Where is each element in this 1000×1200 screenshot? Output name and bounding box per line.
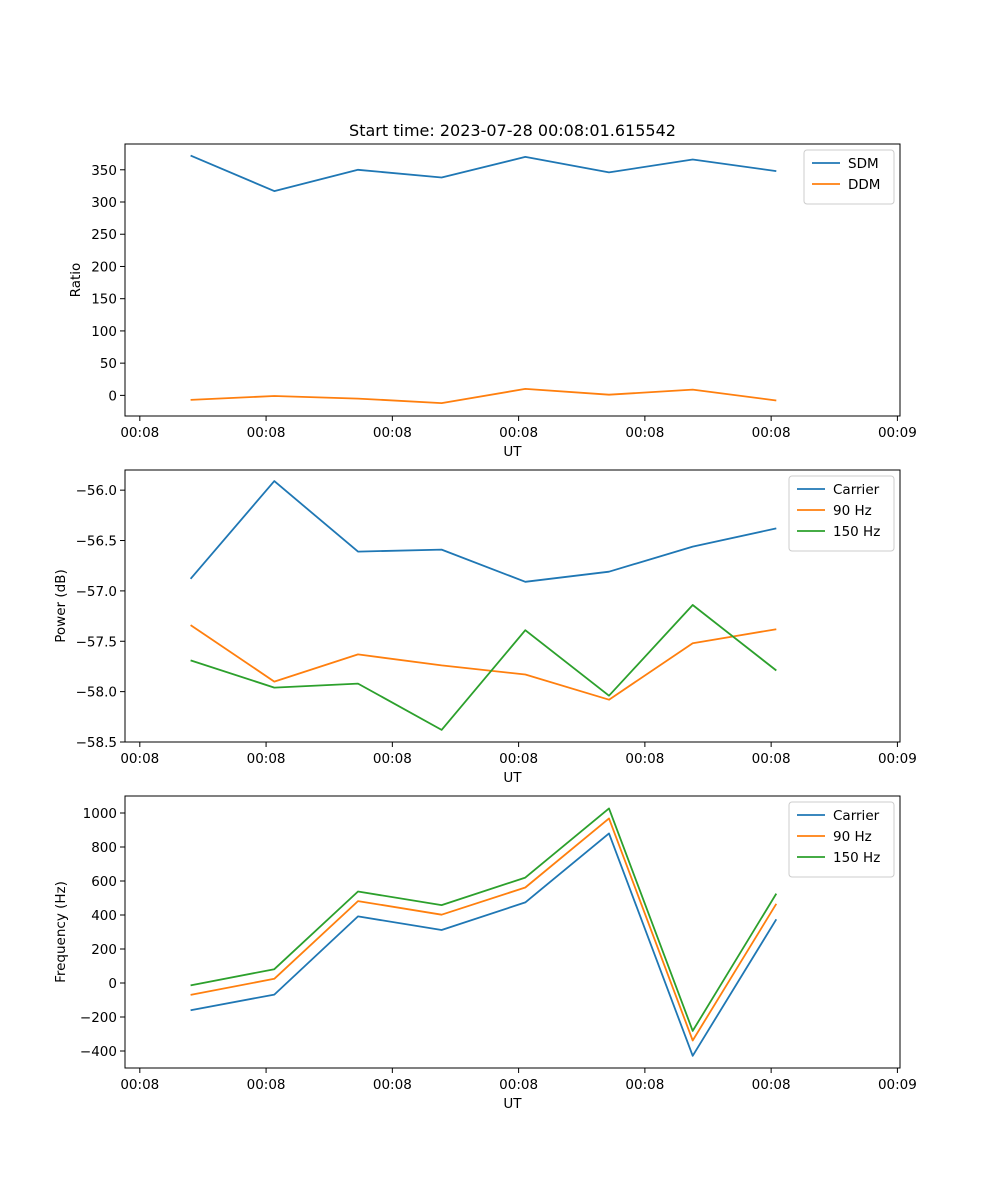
x-tick-label: 00:08 — [373, 751, 412, 767]
x-tick-label: 00:08 — [499, 751, 538, 767]
y-tick-label: 350 — [91, 163, 117, 179]
legend-label: 90 Hz — [833, 829, 872, 845]
x-tick-label: 00:08 — [752, 1077, 791, 1093]
x-tick-label: 00:08 — [247, 751, 286, 767]
legend: SDM DDM — [803, 149, 895, 205]
x-tick-label: 00:08 — [499, 1077, 538, 1093]
legend-label: Carrier — [833, 808, 880, 824]
y-axis-label: Power (dB) — [53, 569, 69, 642]
y-tick-label: −400 — [80, 1044, 117, 1060]
y-axis-label: Ratio — [68, 263, 84, 298]
legend-label: Carrier — [833, 482, 880, 498]
x-tick-label: 00:08 — [625, 425, 664, 441]
legend-label: SDM — [848, 156, 879, 172]
y-tick-label: 1000 — [83, 806, 117, 822]
y-tick-label: 50 — [100, 356, 117, 372]
x-axis-label: UT — [503, 444, 522, 460]
x-tick-label: 00:08 — [120, 425, 159, 441]
y-tick-label: 800 — [91, 840, 117, 856]
x-tick-label: 00:08 — [247, 425, 286, 441]
x-tick-label: 00:08 — [752, 425, 791, 441]
legend: Carrier 90 Hz 150 Hz — [788, 475, 895, 552]
series-line-150-hz — [190, 807, 778, 1032]
series-line-90-hz — [190, 624, 777, 701]
chart-panel-2: 00:08 00:08 00:08 00:08 00:08 00:08 00:09 −56.0… — [53, 469, 917, 786]
x-tick-label: 00:09 — [878, 751, 917, 767]
y-tick-label: 100 — [91, 324, 117, 340]
y-tick-label: −200 — [80, 1010, 117, 1026]
y-tick-label: 0 — [108, 388, 117, 404]
series-line-ddm — [190, 387, 777, 405]
y-axis-label: Frequency (Hz) — [53, 881, 69, 983]
series-line-sdm — [190, 154, 777, 193]
series-line-90-hz — [190, 817, 778, 1042]
legend: Carrier 90 Hz 150 Hz — [788, 801, 895, 878]
y-tick-label: 200 — [91, 259, 117, 275]
x-tick-label: 00:08 — [625, 751, 664, 767]
x-tick-label: 00:08 — [373, 425, 412, 441]
x-tick-label: 00:08 — [120, 751, 159, 767]
x-tick-label: 00:08 — [120, 1077, 159, 1093]
x-tick-label: 00:08 — [625, 1077, 664, 1093]
chart-title: Start time: 2023-07-28 00:08:01.615542 — [349, 121, 676, 140]
legend-box — [788, 801, 895, 878]
series-line-150-hz — [190, 604, 777, 731]
y-tick-label: −57.5 — [76, 634, 117, 650]
legend-label: 90 Hz — [833, 503, 872, 519]
axes-frame — [124, 469, 901, 743]
y-tick-label: −56.0 — [76, 483, 117, 499]
y-tick-label: 300 — [91, 195, 117, 211]
axes-frame — [124, 795, 901, 1069]
series-line-carrier — [190, 832, 778, 1057]
x-tick-label: 00:08 — [499, 425, 538, 441]
legend-box — [788, 475, 895, 552]
x-axis-label: UT — [503, 770, 522, 786]
y-tick-label: −58.0 — [76, 685, 117, 701]
x-tick-label: 00:08 — [247, 1077, 286, 1093]
y-tick-label: −56.5 — [76, 534, 117, 550]
y-tick-label: 250 — [91, 227, 117, 243]
chart-panel-3: 00:08 00:08 00:08 00:08 00:08 00:08 00:09 −400 −… — [53, 795, 917, 1112]
series-line-carrier — [189, 480, 777, 583]
x-tick-label: 00:08 — [373, 1077, 412, 1093]
x-axis-label: UT — [503, 1096, 522, 1112]
x-tick-label: 00:08 — [752, 751, 791, 767]
y-tick-label: 200 — [91, 942, 117, 958]
legend-label: 150 Hz — [833, 524, 880, 540]
x-tick-label: 00:09 — [878, 425, 917, 441]
legend-label: 150 Hz — [833, 850, 880, 866]
x-tick-label: 00:09 — [878, 1077, 917, 1093]
y-tick-label: 400 — [91, 908, 117, 924]
y-tick-label: 600 — [91, 874, 117, 890]
y-tick-label: 150 — [91, 292, 117, 308]
y-tick-label: −57.0 — [76, 584, 117, 600]
y-tick-label: −58.5 — [76, 735, 117, 751]
legend-label: DDM — [848, 177, 880, 193]
axes-frame — [124, 143, 901, 417]
y-tick-label: 0 — [108, 976, 117, 992]
chart-panel-1: 00:08 00:08 00:08 00:08 00:08 00:08 00:09 0 50 10… — [68, 121, 917, 460]
